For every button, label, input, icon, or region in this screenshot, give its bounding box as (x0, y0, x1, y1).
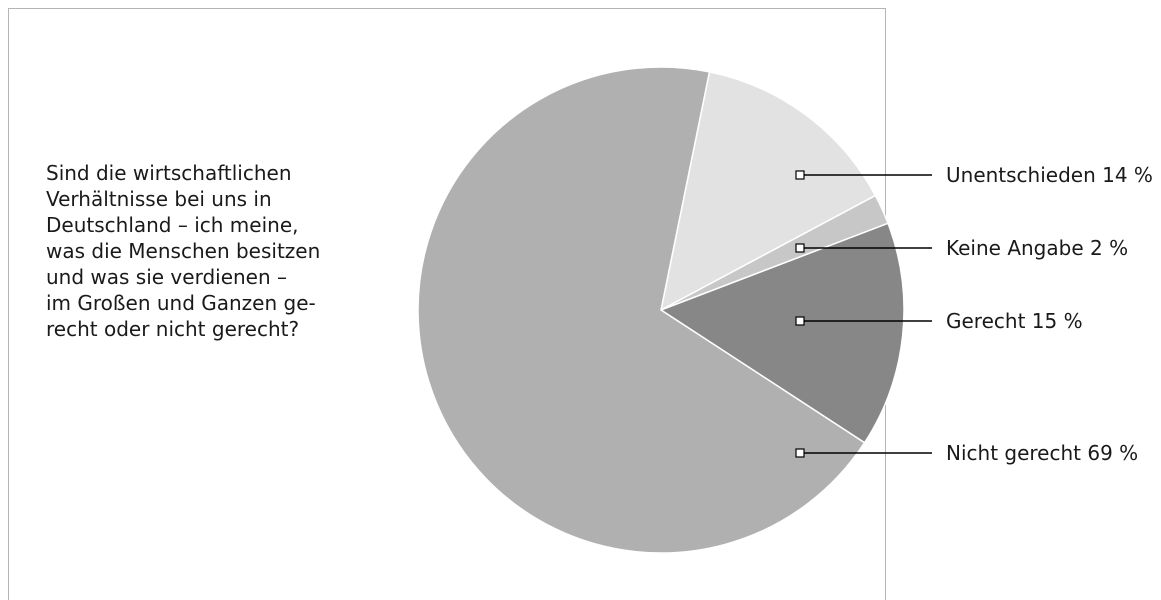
survey-question: Sind die wirtschaftlichen Verhältnisse b… (46, 160, 366, 342)
slice-label: Nicht gerecht 69 % (946, 441, 1138, 465)
slice-label: Gerecht 15 % (946, 309, 1083, 333)
pie-slice (659, 222, 905, 444)
pie-labels: Unentschieden 14 % Keine Angabe 2 % Gerech… (795, 163, 1153, 465)
slice-marker (795, 448, 805, 458)
question-line: im Großen und Ganzen ge- (46, 291, 316, 315)
question-line: was die Menschen besitzen (46, 239, 321, 263)
slice-marker (795, 316, 805, 326)
question-line: Deutschland – ich meine, (46, 213, 299, 237)
slice-label: Keine Angabe 2 % (946, 236, 1128, 260)
pie-slices (417, 66, 905, 554)
slice-marker (795, 170, 805, 180)
slice-label: Unentschieden 14 % (946, 163, 1153, 187)
question-line: und was sie verdienen – (46, 265, 288, 289)
pie-slice (417, 66, 866, 554)
question-line: recht oder nicht gerecht? (46, 317, 300, 341)
question-line: Verhältnisse bei uns in (46, 187, 272, 211)
slice-marker (795, 243, 805, 253)
pie-slice (659, 70, 877, 312)
question-line: Sind die wirtschaftlichen (46, 161, 292, 185)
